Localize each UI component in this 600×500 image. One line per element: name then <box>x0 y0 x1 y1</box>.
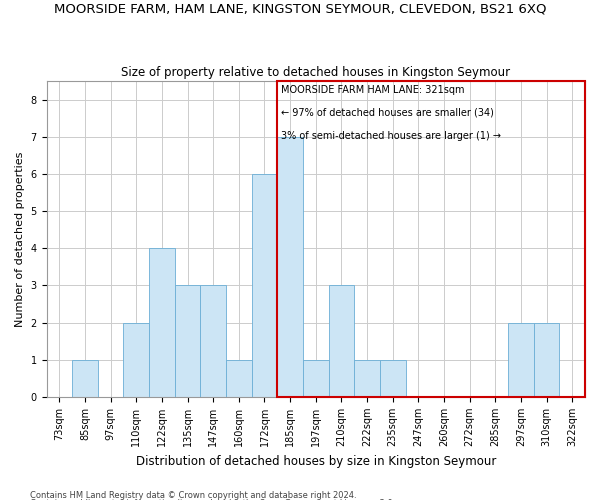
Y-axis label: Number of detached properties: Number of detached properties <box>15 152 25 326</box>
Text: MOORSIDE FARM, HAM LANE, KINGSTON SEYMOUR, CLEVEDON, BS21 6XQ: MOORSIDE FARM, HAM LANE, KINGSTON SEYMOU… <box>54 2 546 16</box>
Bar <box>251 174 277 397</box>
Bar <box>354 360 380 397</box>
Text: ← 97% of detached houses are smaller (34): ← 97% of detached houses are smaller (34… <box>281 108 494 118</box>
Bar <box>303 360 329 397</box>
Bar <box>277 137 303 397</box>
Bar <box>329 286 354 397</box>
X-axis label: Distribution of detached houses by size in Kingston Seymour: Distribution of detached houses by size … <box>136 454 496 468</box>
Title: Size of property relative to detached houses in Kingston Seymour: Size of property relative to detached ho… <box>121 66 511 78</box>
Bar <box>175 286 200 397</box>
Text: MOORSIDE FARM HAM LANE: 321sqm: MOORSIDE FARM HAM LANE: 321sqm <box>281 85 464 95</box>
Bar <box>226 360 251 397</box>
Bar <box>508 322 534 397</box>
Bar <box>149 248 175 397</box>
Bar <box>124 322 149 397</box>
Bar <box>277 81 585 397</box>
Text: Contains public sector information licensed under the Open Government Licence v3: Contains public sector information licen… <box>30 499 395 500</box>
Bar <box>72 360 98 397</box>
Bar <box>534 322 559 397</box>
Text: Contains HM Land Registry data © Crown copyright and database right 2024.: Contains HM Land Registry data © Crown c… <box>30 490 356 500</box>
Text: 3% of semi-detached houses are larger (1) →: 3% of semi-detached houses are larger (1… <box>281 131 501 141</box>
Bar <box>200 286 226 397</box>
Bar <box>380 360 406 397</box>
